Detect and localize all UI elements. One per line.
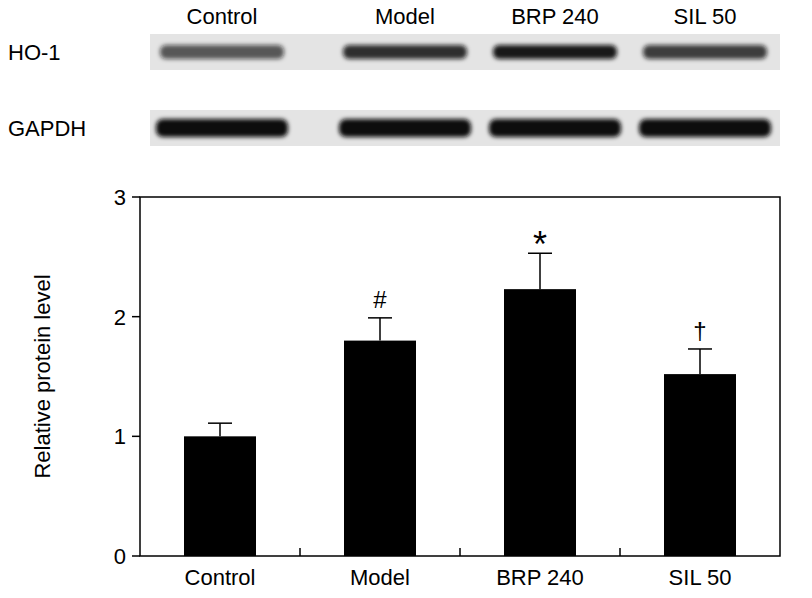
x-tick-label: Model	[350, 565, 410, 590]
lane-label: BRP 240	[511, 4, 599, 29]
blot-strip	[150, 110, 780, 146]
error-cap	[208, 422, 232, 424]
lane-label: SIL 50	[674, 4, 737, 29]
lane-label: Control	[187, 4, 258, 29]
ho1-band	[643, 45, 767, 59]
x-divider-tick	[459, 548, 461, 556]
bar	[344, 341, 416, 556]
bar	[664, 374, 736, 556]
error-stem	[219, 423, 221, 436]
x-divider-tick	[619, 548, 621, 556]
x-divider-tick	[299, 548, 301, 556]
x-tick-label: SIL 50	[669, 565, 732, 590]
error-stem	[379, 318, 381, 341]
ho1-band	[160, 45, 284, 59]
y-tick	[132, 316, 140, 318]
axes: 0 1 2 3 Control Model BRP 240 SIL 50 Relative pr…	[30, 185, 780, 590]
chart-root: Control Model BRP 240 SIL 50 HO-1 GAPDH 0 1 2 3 Co…	[0, 0, 812, 598]
gapdh-band	[489, 119, 621, 137]
error-bar	[208, 423, 232, 436]
y-tick	[132, 555, 140, 557]
gapdh-band	[639, 119, 771, 137]
x-tick-label: Control	[185, 565, 256, 590]
y-tick	[132, 436, 140, 438]
error-cap	[688, 348, 712, 350]
error-cap	[368, 317, 392, 319]
blot-strip	[150, 34, 780, 70]
bar	[504, 289, 576, 556]
error-bar	[688, 349, 712, 374]
significance-mark: #	[373, 286, 387, 313]
chart-svg: Control Model BRP 240 SIL 50 HO-1 GAPDH 0 1 2 3 Co…	[0, 0, 812, 598]
blot-panel: Control Model BRP 240 SIL 50 HO-1 GAPDH	[8, 4, 780, 146]
bars	[184, 253, 736, 556]
y-tick-label: 1	[114, 424, 126, 449]
gapdh-band	[339, 119, 471, 137]
bar	[184, 436, 256, 556]
error-bar	[368, 318, 392, 341]
gapdh-band	[156, 119, 288, 137]
x-tick-label: BRP 240	[496, 565, 584, 590]
lane-label: Model	[375, 4, 435, 29]
error-stem	[699, 349, 701, 374]
ho1-band	[343, 45, 467, 59]
plot-frame	[140, 197, 780, 556]
significance-mark: *	[533, 224, 547, 265]
significance-mark: †	[693, 317, 706, 344]
blot-row-label: HO-1	[8, 40, 61, 65]
y-axis-label: Relative protein level	[30, 274, 55, 478]
y-tick-label: 2	[114, 305, 126, 330]
y-tick-label: 3	[114, 185, 126, 210]
y-tick	[132, 196, 140, 198]
ho1-band	[493, 45, 617, 59]
y-tick-label: 0	[114, 544, 126, 569]
annotations: # * †	[373, 224, 706, 344]
blot-row-label: GAPDH	[8, 116, 86, 141]
